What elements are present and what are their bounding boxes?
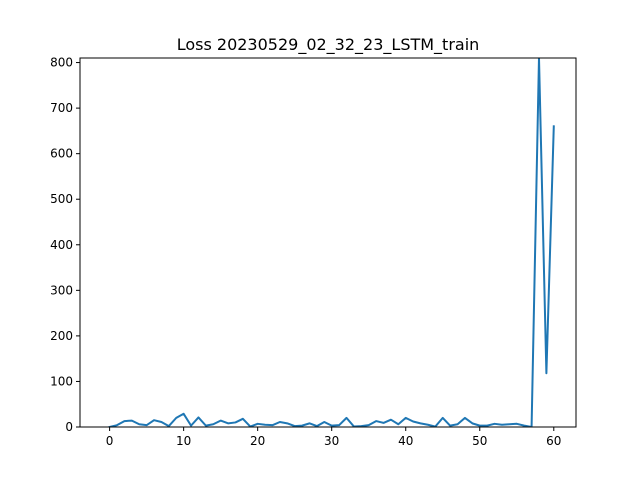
chart-title: Loss 20230529_02_32_23_LSTM_train [177, 35, 480, 55]
y-tick-label: 500 [50, 192, 73, 206]
x-tick-label: 0 [106, 434, 114, 448]
x-tick-label: 30 [324, 434, 339, 448]
series-layer [108, 58, 555, 427]
y-tick-label: 600 [50, 147, 73, 161]
y-tick-label: 400 [50, 238, 73, 252]
x-axis-ticks: 0 10 20 30 40 50 60 [106, 427, 561, 448]
plot-frame [79, 57, 577, 428]
x-tick-label: 60 [546, 434, 561, 448]
y-tick-label: 700 [50, 101, 73, 115]
y-axis-ticks: 0 100 200 300 400 500 600 700 800 [50, 56, 80, 434]
loss-series-line [108, 58, 555, 427]
y-tick-label: 200 [50, 329, 73, 343]
x-tick-label: 40 [398, 434, 413, 448]
x-tick-label: 10 [176, 434, 191, 448]
x-tick-label: 20 [250, 434, 265, 448]
y-tick-label: 800 [50, 56, 73, 70]
y-tick-label: 0 [65, 420, 73, 434]
y-tick-label: 300 [50, 283, 73, 297]
x-tick-label: 50 [472, 434, 487, 448]
y-tick-label: 100 [50, 374, 73, 388]
